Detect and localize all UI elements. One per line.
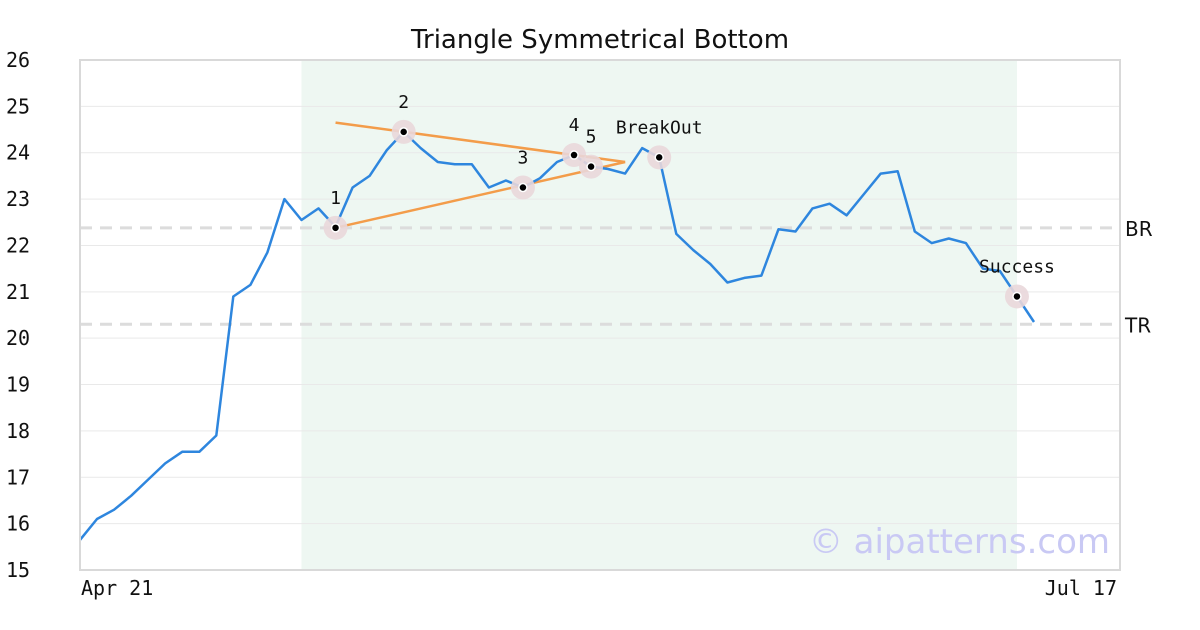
y-tick-label: 18: [6, 419, 30, 443]
chart-title: Triangle Symmetrical Bottom: [410, 25, 789, 55]
pattern-window-rect: [301, 60, 1017, 570]
y-tick-label: 16: [6, 512, 30, 536]
y-axis: 15 16 17 18 19 20 21 22 23 24 25 26: [6, 48, 30, 582]
y-tick-label: 23: [6, 187, 30, 211]
y-tick-label: 25: [6, 94, 30, 118]
pattern-window: [301, 60, 1017, 570]
point-label: 1: [330, 188, 341, 209]
point-label: BreakOut: [616, 117, 703, 138]
point-label: 3: [518, 148, 529, 169]
trendline: [335, 160, 626, 230]
y-tick-label: 20: [6, 326, 30, 350]
price-series: [79, 130, 1036, 541]
point-marker: [654, 152, 664, 163]
series-line: [79, 130, 1036, 541]
point-marker: [330, 223, 341, 233]
y-tick-label: 21: [6, 280, 30, 304]
reference-label-br: BR: [1125, 217, 1153, 241]
point-label: 4: [569, 115, 580, 136]
y-tick-label: 22: [6, 233, 30, 257]
y-tick-label: 24: [6, 141, 30, 165]
plot-frame: [79, 59, 1121, 571]
point-label: 2: [398, 92, 409, 113]
reference-label-tr: TR: [1124, 313, 1151, 337]
reference-lines: BR TR: [80, 217, 1153, 337]
point-marker: [1012, 291, 1022, 302]
y-tick-label: 17: [6, 465, 30, 489]
watermark: © aipatterns.com: [809, 522, 1110, 562]
x-axis: Apr 21 Jul 17: [81, 576, 1117, 600]
y-tick-label: 15: [6, 558, 30, 582]
point-marker: [398, 127, 409, 137]
point-label: Success: [979, 256, 1055, 277]
y-tick-label: 26: [6, 48, 30, 72]
pattern-points: 1 2 3 45 BreakOut Success: [323, 92, 1055, 309]
point-marker: [569, 150, 579, 160]
grid: [80, 59, 1120, 571]
y-tick-label: 19: [6, 373, 30, 397]
point-marker: [518, 182, 528, 193]
x-tick-label: Jul 17: [1045, 576, 1117, 600]
point-label: 5: [586, 127, 597, 148]
x-tick-label: Apr 21: [81, 576, 153, 600]
point-marker: [586, 161, 596, 172]
